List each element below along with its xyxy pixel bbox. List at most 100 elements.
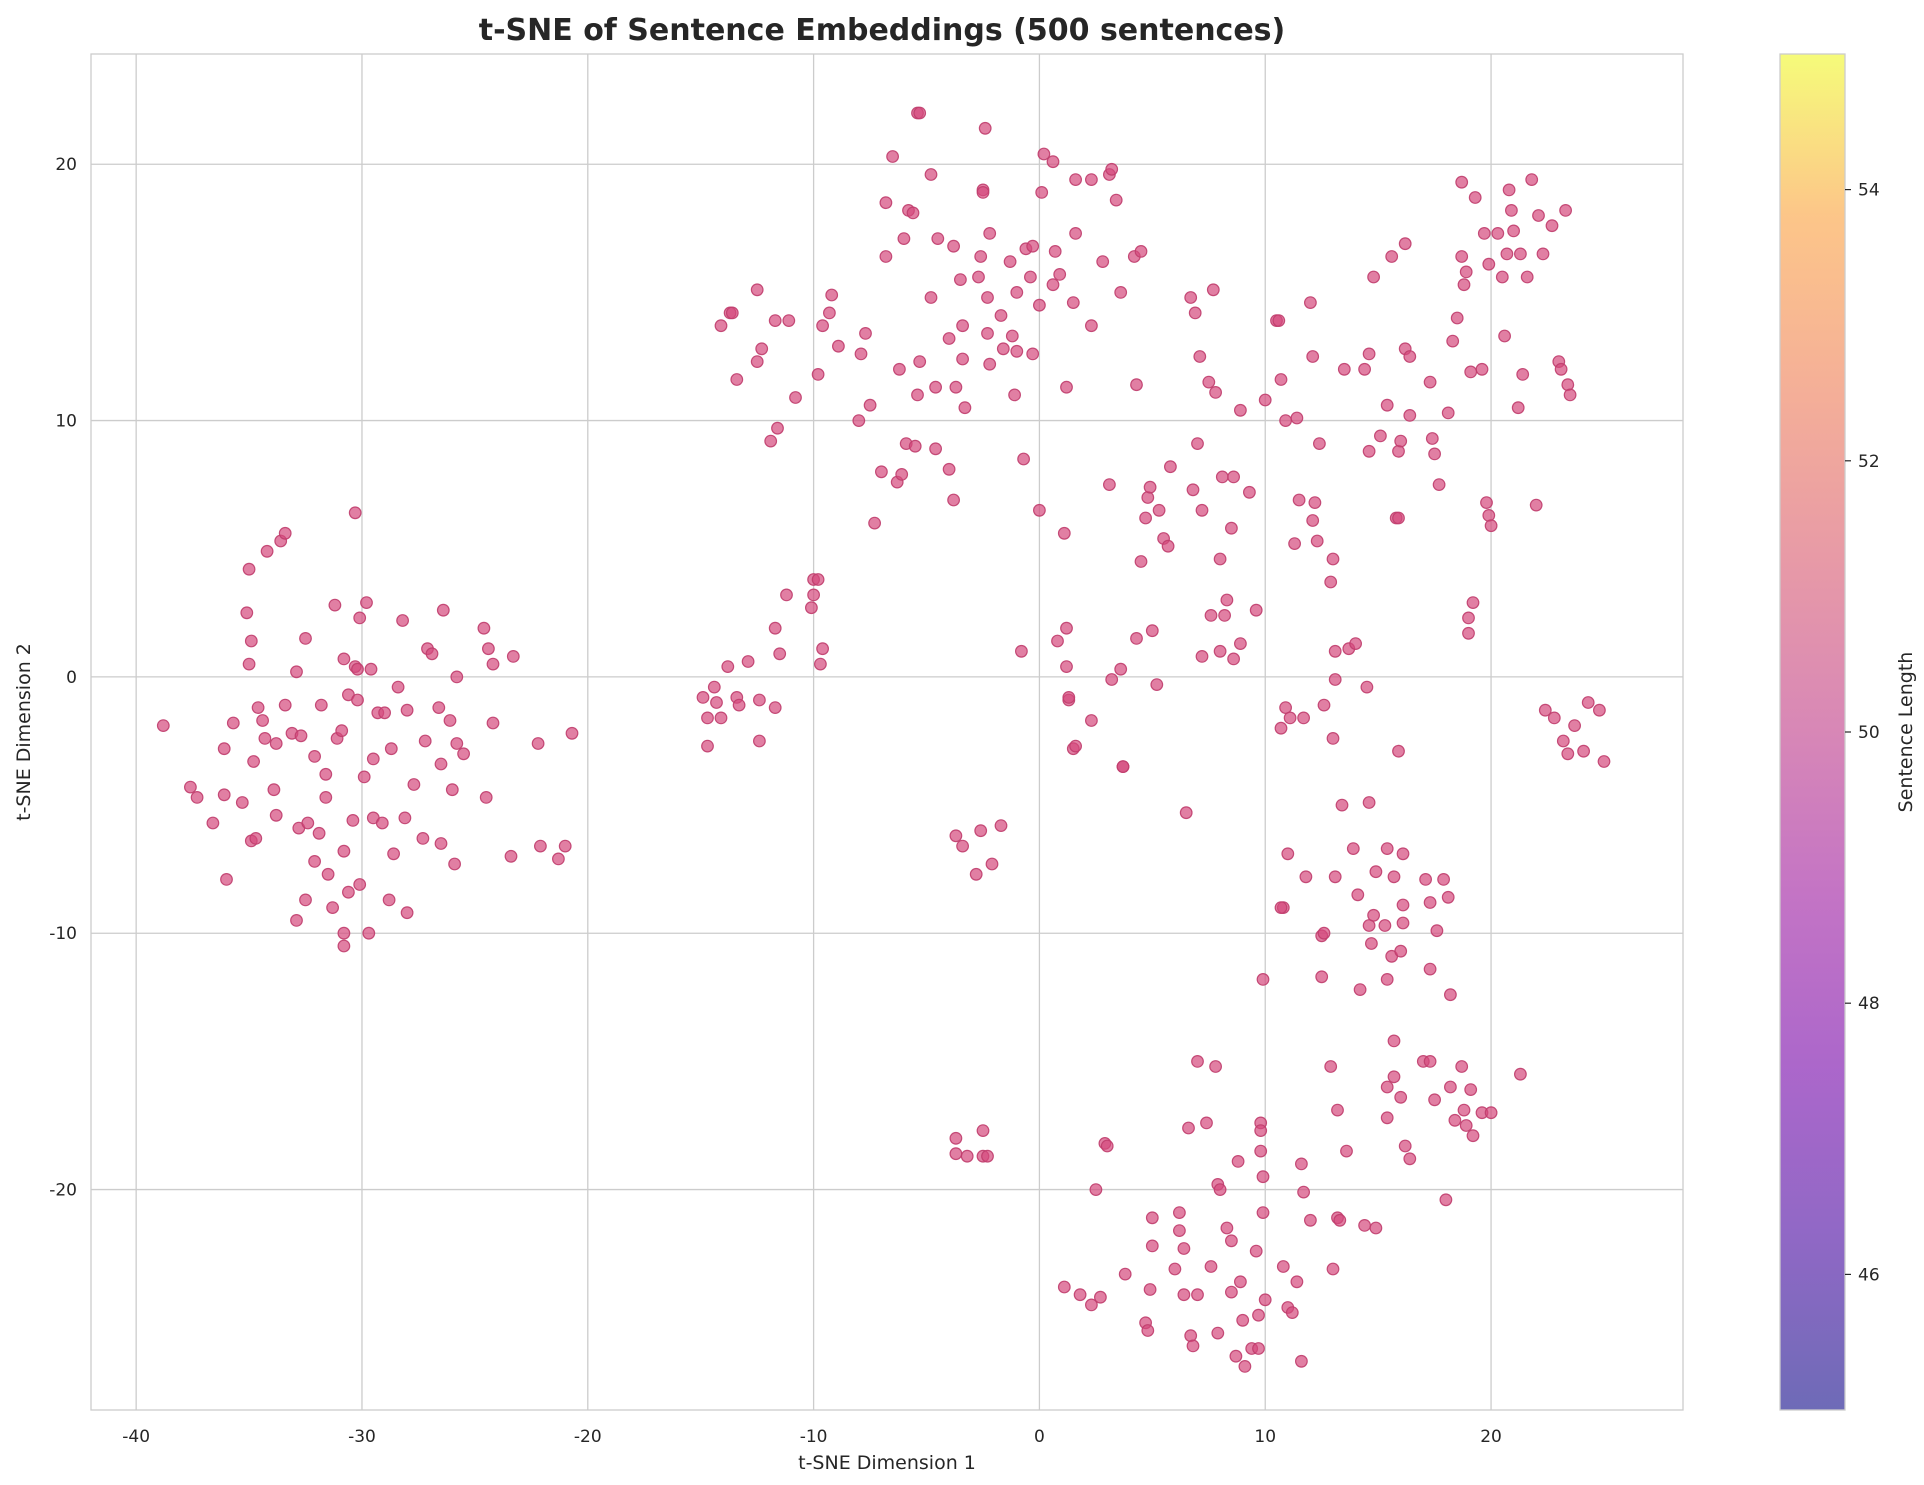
data-point xyxy=(1084,1298,1098,1312)
data-point xyxy=(328,598,342,612)
data-point xyxy=(1224,1234,1238,1248)
data-point xyxy=(382,893,396,907)
data-point xyxy=(1457,278,1471,292)
data-point xyxy=(1592,703,1606,717)
data-point xyxy=(969,867,983,881)
data-point xyxy=(1177,1288,1191,1302)
data-point xyxy=(1252,1342,1265,1355)
data-point xyxy=(269,808,283,822)
data-point xyxy=(1010,286,1024,299)
data-point xyxy=(1084,714,1098,727)
data-point xyxy=(217,742,231,756)
data-point xyxy=(832,339,845,353)
data-point xyxy=(1324,1060,1338,1073)
data-point xyxy=(994,309,1008,322)
data-point xyxy=(1069,739,1082,753)
data-point xyxy=(366,752,380,766)
data-point xyxy=(337,652,351,666)
data-point xyxy=(1285,1306,1299,1319)
data-point xyxy=(1213,644,1227,658)
colorbar-gradient xyxy=(1780,54,1845,1410)
data-point xyxy=(235,796,249,809)
y-tick-label: -10 xyxy=(49,924,77,944)
data-point xyxy=(1161,539,1175,553)
data-point xyxy=(1373,429,1387,443)
data-point xyxy=(852,414,866,428)
data-point xyxy=(1057,526,1071,540)
data-point xyxy=(1172,1224,1186,1237)
data-point xyxy=(1218,609,1231,622)
data-point xyxy=(1060,621,1073,635)
data-point xyxy=(1220,593,1234,607)
data-point xyxy=(710,696,723,709)
data-point xyxy=(260,544,274,558)
data-point xyxy=(1369,865,1383,879)
data-point xyxy=(908,439,922,453)
data-point xyxy=(816,319,829,333)
data-point xyxy=(949,829,963,843)
data-point xyxy=(1556,734,1570,748)
data-point xyxy=(1358,1218,1371,1232)
data-point xyxy=(1057,1280,1071,1294)
data-point xyxy=(1403,350,1417,363)
data-point xyxy=(1211,1326,1225,1340)
data-point xyxy=(1195,503,1209,517)
data-point xyxy=(321,867,335,881)
y-tick-label: 0 xyxy=(66,668,77,688)
data-point xyxy=(825,288,839,302)
data-point xyxy=(434,757,448,771)
data-point xyxy=(976,185,990,199)
data-point xyxy=(351,693,364,707)
data-point xyxy=(1462,611,1475,625)
data-point xyxy=(1141,1324,1155,1337)
data-point xyxy=(360,596,373,609)
data-point xyxy=(1096,255,1110,269)
data-point xyxy=(220,873,233,886)
data-point xyxy=(1303,1213,1317,1227)
data-point xyxy=(1035,185,1049,199)
data-point xyxy=(267,783,281,797)
data-point xyxy=(956,352,969,366)
data-point xyxy=(1152,503,1166,517)
data-point xyxy=(1484,1106,1498,1120)
x-tick-label: -40 xyxy=(122,1427,150,1447)
data-point xyxy=(1213,552,1227,566)
data-point xyxy=(1326,732,1340,745)
data-point xyxy=(1227,652,1240,666)
data-point xyxy=(346,814,360,827)
data-point xyxy=(337,939,351,953)
data-point xyxy=(269,737,283,750)
data-point xyxy=(1423,962,1437,976)
data-point xyxy=(1443,1080,1457,1094)
data-point xyxy=(768,621,782,635)
y-tick-label: -20 xyxy=(49,1181,77,1201)
data-point xyxy=(1292,493,1306,507)
data-point xyxy=(1516,368,1530,381)
data-point xyxy=(351,662,364,676)
data-point xyxy=(308,750,322,763)
data-point xyxy=(400,906,414,920)
data-point xyxy=(981,1149,994,1163)
data-point xyxy=(1084,319,1098,333)
data-point xyxy=(1231,1154,1245,1168)
data-point xyxy=(1392,511,1405,525)
data-point xyxy=(407,778,421,791)
data-point xyxy=(1139,511,1152,525)
data-point xyxy=(1367,908,1380,922)
data-point xyxy=(859,327,872,340)
data-point xyxy=(1224,521,1238,535)
data-point xyxy=(949,380,963,394)
data-point xyxy=(391,680,405,694)
data-point xyxy=(879,196,893,210)
data-point xyxy=(206,816,220,830)
data-point xyxy=(357,770,371,784)
data-point xyxy=(1220,1221,1234,1235)
data-point xyxy=(436,603,450,617)
data-point xyxy=(1346,842,1360,855)
data-point xyxy=(1109,193,1123,207)
data-point xyxy=(1403,409,1417,422)
data-point xyxy=(1328,870,1342,884)
data-point xyxy=(768,314,782,328)
data-point xyxy=(450,670,464,684)
